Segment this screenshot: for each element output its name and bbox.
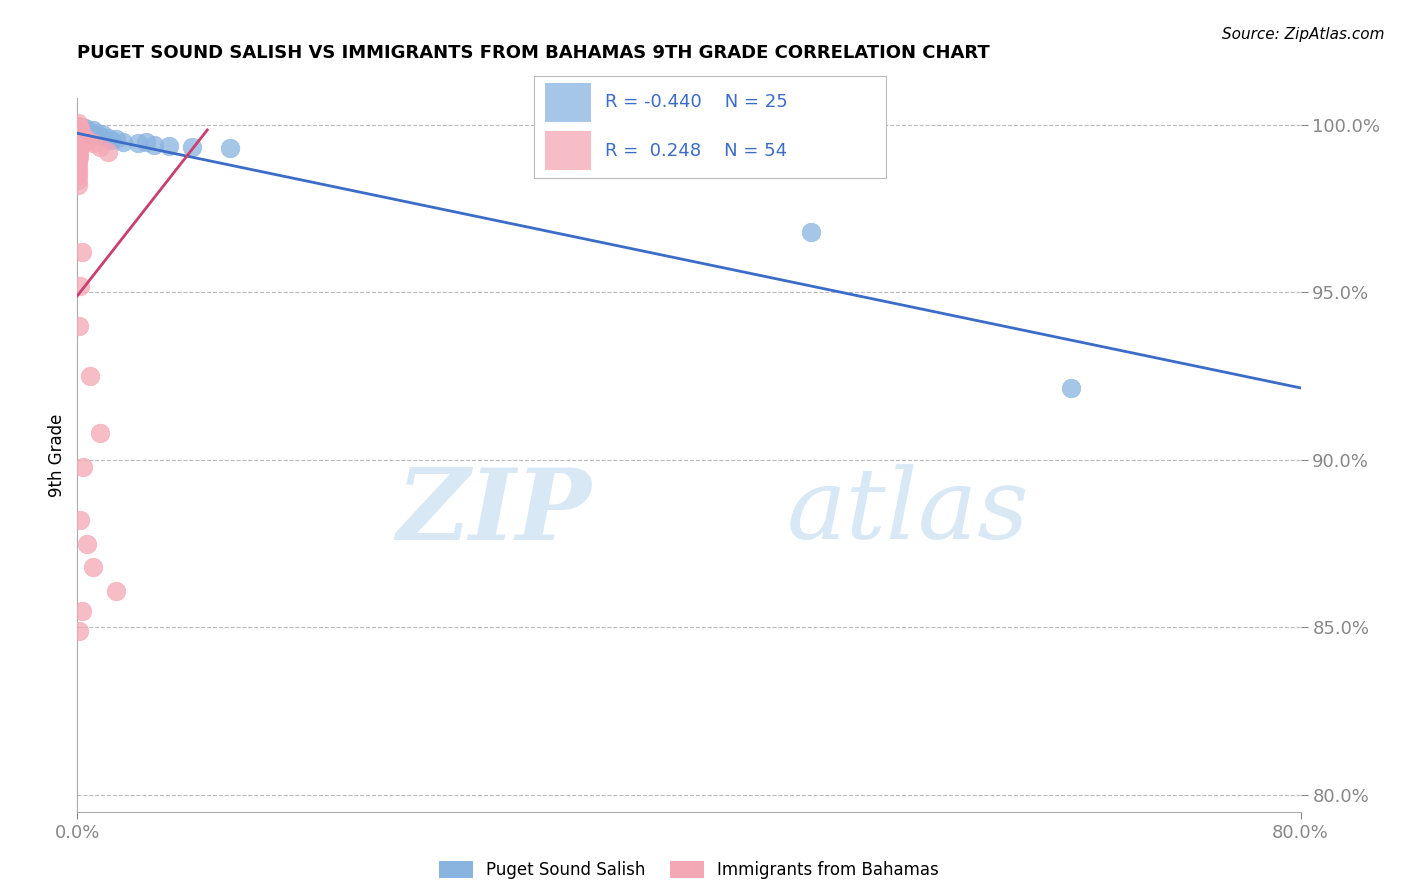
Text: PUGET SOUND SALISH VS IMMIGRANTS FROM BAHAMAS 9TH GRADE CORRELATION CHART: PUGET SOUND SALISH VS IMMIGRANTS FROM BA… (77, 45, 990, 62)
Point (69, 513, 91, 527)
Point (77, 124, 100, 138)
Point (67, 150, 90, 164)
Point (66, 173, 89, 187)
Point (70, 128, 93, 142)
Point (70, 245, 93, 260)
Point (67, 136, 90, 151)
Point (157, 138, 180, 153)
FancyBboxPatch shape (544, 83, 591, 122)
Point (69, 136, 91, 150)
Text: ZIP: ZIP (396, 464, 591, 560)
Point (76, 126, 98, 140)
Point (90, 128, 112, 142)
Point (67, 624, 90, 638)
Point (70, 133, 93, 147)
Point (77, 134, 100, 148)
Point (66, 152, 89, 166)
Point (219, 141, 242, 155)
Point (69, 121, 91, 136)
Point (84, 126, 107, 140)
Point (70, 604, 93, 618)
Point (112, 135, 135, 149)
FancyBboxPatch shape (544, 131, 591, 170)
Point (72, 135, 94, 149)
Point (72, 129, 94, 144)
Point (104, 132, 127, 146)
Point (67, 128, 90, 142)
Point (82, 560, 104, 574)
Point (66, 116, 89, 130)
Point (82, 123, 104, 137)
Point (73, 120, 96, 135)
Point (66, 129, 89, 144)
Point (89, 139, 111, 153)
Text: Source: ZipAtlas.com: Source: ZipAtlas.com (1222, 27, 1385, 42)
Point (69, 126, 91, 140)
Point (66, 155, 89, 169)
Point (100, 133, 122, 147)
Point (67, 132, 90, 146)
Point (80, 128, 103, 142)
Point (73, 125, 96, 139)
Legend: Puget Sound Salish, Immigrants from Bahamas: Puget Sound Salish, Immigrants from Baha… (433, 854, 945, 886)
Point (66, 133, 89, 147)
Point (66, 145, 89, 159)
Point (72, 121, 94, 136)
Point (66, 160, 89, 174)
Point (142, 138, 165, 153)
Text: atlas: atlas (787, 465, 1029, 559)
Point (66, 120, 89, 134)
Point (66, 164, 89, 178)
Point (73, 131, 96, 145)
Point (97, 131, 120, 145)
Point (66, 139, 89, 153)
Point (79, 125, 101, 139)
Text: R =  0.248    N = 54: R = 0.248 N = 54 (605, 142, 787, 160)
Point (104, 583, 127, 598)
Point (76, 537, 98, 551)
Point (97, 145, 120, 159)
Point (89, 128, 111, 143)
Point (67, 123, 90, 137)
Point (69, 131, 91, 145)
Point (66, 126, 89, 140)
Point (66, 148, 89, 162)
Point (66, 136, 89, 151)
Point (67, 318, 90, 333)
Point (67, 141, 90, 155)
Point (69, 136, 91, 150)
Point (800, 225, 823, 239)
Text: R = -0.440    N = 25: R = -0.440 N = 25 (605, 94, 787, 112)
Point (66, 168, 89, 182)
Point (82, 136, 104, 151)
Point (70, 123, 93, 137)
Point (67, 145, 90, 160)
Point (181, 139, 204, 153)
Point (67, 120, 90, 134)
Point (79, 369, 101, 384)
Point (69, 139, 91, 153)
Point (72, 459, 94, 474)
Point (89, 426, 111, 441)
Point (69, 125, 91, 139)
Point (69, 278, 91, 293)
Y-axis label: 9th Grade: 9th Grade (48, 413, 66, 497)
Point (135, 136, 157, 150)
Point (1060, 381, 1083, 395)
Point (66, 178, 89, 193)
Point (69, 130, 91, 145)
Point (67, 119, 90, 133)
Point (66, 123, 89, 137)
Point (127, 136, 149, 151)
